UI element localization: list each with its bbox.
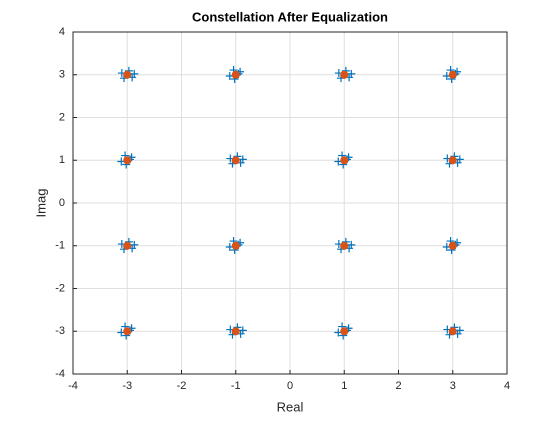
data-point bbox=[231, 70, 240, 79]
x-tick-label: 1 bbox=[341, 380, 347, 392]
y-tick-label: 4 bbox=[59, 26, 65, 38]
x-tick-label: -1 bbox=[231, 380, 241, 392]
data-point bbox=[238, 155, 247, 164]
data-point bbox=[448, 70, 457, 79]
data-point bbox=[347, 69, 356, 78]
y-tick-label: -1 bbox=[55, 240, 65, 252]
data-point bbox=[123, 70, 132, 79]
x-tick-label: 2 bbox=[395, 380, 401, 392]
data-point bbox=[448, 156, 457, 165]
data-point bbox=[231, 156, 240, 165]
y-tick-label: 2 bbox=[59, 111, 65, 123]
data-point bbox=[231, 241, 240, 250]
data-point bbox=[130, 69, 139, 78]
y-tick-label: -2 bbox=[55, 282, 65, 294]
axes-box bbox=[72, 31, 508, 375]
data-point bbox=[448, 241, 457, 250]
data-point bbox=[448, 327, 457, 336]
x-tick-label: 3 bbox=[450, 380, 456, 392]
data-point bbox=[123, 327, 132, 336]
data-point bbox=[123, 241, 132, 250]
data-point bbox=[238, 326, 247, 335]
y-tick-label: -4 bbox=[55, 368, 65, 380]
x-axis-label: Real bbox=[277, 399, 304, 414]
data-point bbox=[347, 240, 356, 249]
data-point bbox=[340, 241, 349, 250]
y-tick-label: 3 bbox=[59, 69, 65, 81]
x-tick-label: -4 bbox=[68, 380, 78, 392]
y-tick-label: -3 bbox=[55, 325, 65, 337]
x-tick-label: -3 bbox=[122, 380, 132, 392]
y-tick-label: 1 bbox=[59, 154, 65, 166]
data-point bbox=[340, 70, 349, 79]
data-point bbox=[130, 240, 139, 249]
x-tick-label: 0 bbox=[287, 380, 293, 392]
x-tick-label: 4 bbox=[504, 380, 510, 392]
data-point bbox=[340, 156, 349, 165]
data-point bbox=[123, 156, 132, 165]
y-tick-label: 0 bbox=[59, 197, 65, 209]
data-point bbox=[231, 327, 240, 336]
x-tick-label: -2 bbox=[177, 380, 187, 392]
data-point bbox=[455, 155, 464, 164]
y-axis-label: Imag bbox=[33, 189, 48, 218]
data-point bbox=[340, 327, 349, 336]
data-point bbox=[455, 326, 464, 335]
chart-title: Constellation After Equalization bbox=[192, 9, 388, 24]
